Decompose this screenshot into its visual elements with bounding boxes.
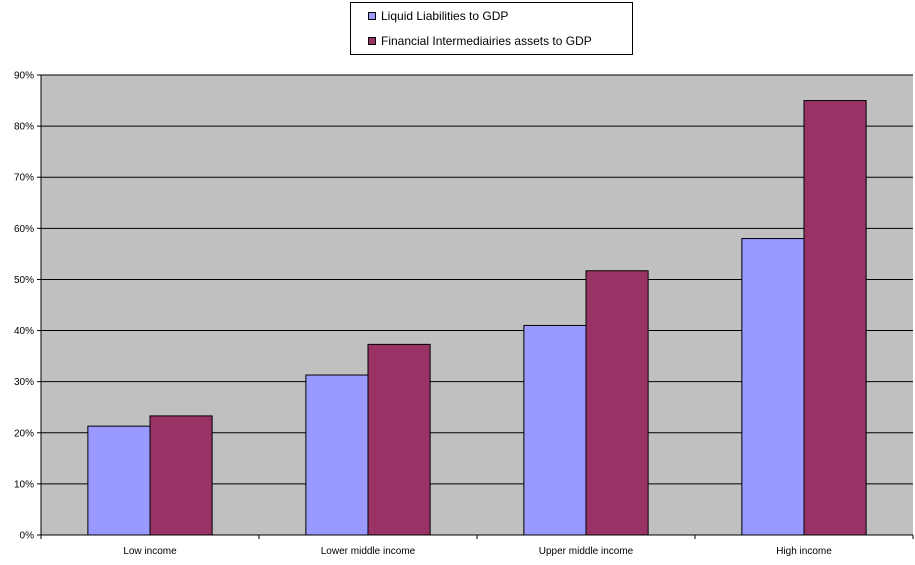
x-tick-label: Upper middle income: [539, 546, 634, 557]
y-tick-labels: 0% 10% 20% 30% 40% 50% 60% 70% 80% 90%: [14, 71, 34, 542]
bar-low-income-series-0: [87, 425, 151, 536]
y-tick-label: 50%: [14, 275, 34, 286]
bar-high-income-series-1: [803, 100, 867, 536]
y-tick-label: 20%: [14, 428, 34, 439]
y-tick-label: 0%: [20, 531, 35, 542]
x-tick-label: Low income: [123, 546, 177, 557]
x-tick-labels: Low income Lower middle income Upper middl…: [123, 546, 832, 557]
legend-item-financial-intermediairies: Financial Intermediairies assets to GDP: [368, 33, 592, 49]
legend-swatch-liquid-liabilities: [368, 12, 376, 20]
bar-upper-middle-income-series-1: [585, 270, 649, 536]
bar-low-income-series-1: [149, 415, 213, 536]
bar-lower-middle-income-series-1: [367, 343, 431, 536]
axes: [37, 74, 914, 539]
legend-label-financial-intermediairies: Financial Intermediairies assets to GDP: [381, 34, 592, 48]
y-tick-label: 90%: [14, 71, 34, 82]
y-tick-label: 40%: [14, 326, 34, 337]
legend-item-liquid-liabilities: Liquid Liabilities to GDP: [368, 8, 508, 24]
x-tick-label: High income: [776, 546, 832, 557]
y-tick-label: 10%: [14, 479, 34, 490]
x-tick-label: Lower middle income: [321, 546, 416, 557]
y-tick-label: 60%: [14, 224, 34, 235]
legend-label-liquid-liabilities: Liquid Liabilities to GDP: [381, 9, 509, 23]
chart-legend: Liquid Liabilities to GDP Financial Inte…: [350, 2, 633, 55]
y-tick-label: 70%: [14, 173, 34, 184]
legend-swatch-financial-intermediairies: [368, 37, 376, 45]
bars: [87, 100, 867, 536]
bar-lower-middle-income-series-0: [305, 374, 369, 536]
bar-upper-middle-income-series-0: [523, 324, 587, 536]
y-tick-label: 80%: [14, 122, 34, 133]
y-tick-label: 30%: [14, 377, 34, 388]
bar-high-income-series-0: [741, 238, 805, 536]
